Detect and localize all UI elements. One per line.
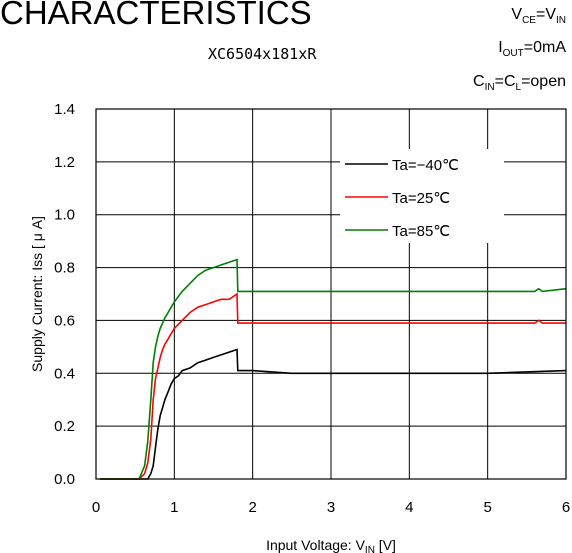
series-line-1 [99, 348, 567, 480]
chart-heading: CHARACTERISTICS [0, 0, 312, 31]
condition-cap-sub: IN [484, 82, 495, 94]
x-tick-label: 1 [170, 499, 178, 516]
x-tick-label: 4 [405, 499, 413, 516]
series-line-2 [99, 292, 566, 480]
condition-cap-rest: =C [494, 73, 516, 90]
series-lines [99, 258, 567, 480]
x-axis-label-unit: [V] [375, 537, 396, 553]
legend-label: Ta=−40℃ [392, 157, 459, 174]
x-tick-label: 5 [483, 499, 491, 516]
condition-cap-sub2: L [515, 82, 522, 94]
plot-frame [95, 108, 567, 480]
condition-vce-sub: CE [522, 15, 536, 27]
x-tick-label: 2 [248, 499, 256, 516]
x-tick-label: 0 [92, 499, 100, 516]
x-axis-label-main: Input Voltage: V [266, 537, 366, 553]
condition-vce-sym: V [511, 6, 523, 23]
condition-cap: CIN=CL=open [473, 73, 566, 93]
condition-vce: VCE=VIN [511, 6, 566, 26]
series-line-3 [99, 258, 567, 480]
x-tick-label: 6 [562, 499, 570, 516]
condition-vce-rest: =V [535, 6, 556, 23]
y-tick-label: 1.2 [54, 154, 75, 171]
x-axis-label-sub: IN [365, 545, 375, 553]
x-tick-label: 3 [327, 499, 335, 516]
legend: Ta=−40℃ Ta=25℃ Ta=85℃ [340, 149, 504, 243]
y-tick-label: 0.2 [54, 418, 75, 435]
condition-iout: IOUT=0mA [498, 39, 566, 59]
device-name: XC6504x181xR [208, 45, 317, 63]
y-tick-label: 1.0 [54, 207, 75, 224]
legend-label: Ta=85℃ [392, 223, 450, 240]
y-tick-label: 1.4 [54, 101, 75, 118]
y-tick-label: 0.6 [54, 312, 75, 329]
y-tick-label: 0.8 [54, 260, 75, 277]
condition-iout-sub: OUT [502, 48, 524, 60]
y-tick-label: 0.0 [54, 471, 75, 488]
condition-iout-rest: =0mA [523, 39, 566, 56]
condition-cap-tail: =open [521, 73, 566, 90]
y-axis-label: Supply Current: Iss [ μ A] [29, 216, 45, 372]
y-tick-label: 0.4 [54, 365, 75, 382]
condition-iout-sym: I [498, 39, 503, 56]
x-axis-label: Input Voltage: VIN [V] [266, 537, 396, 553]
condition-vce-sub2: IN [556, 15, 566, 27]
tick-labels: 0 1 2 3 4 5 6 0.0 0.2 0.4 0.6 0.8 1.0 1.2 1.4 [54, 101, 570, 516]
legend-label: Ta=25℃ [392, 190, 450, 207]
condition-cap-sym: C [473, 73, 485, 90]
